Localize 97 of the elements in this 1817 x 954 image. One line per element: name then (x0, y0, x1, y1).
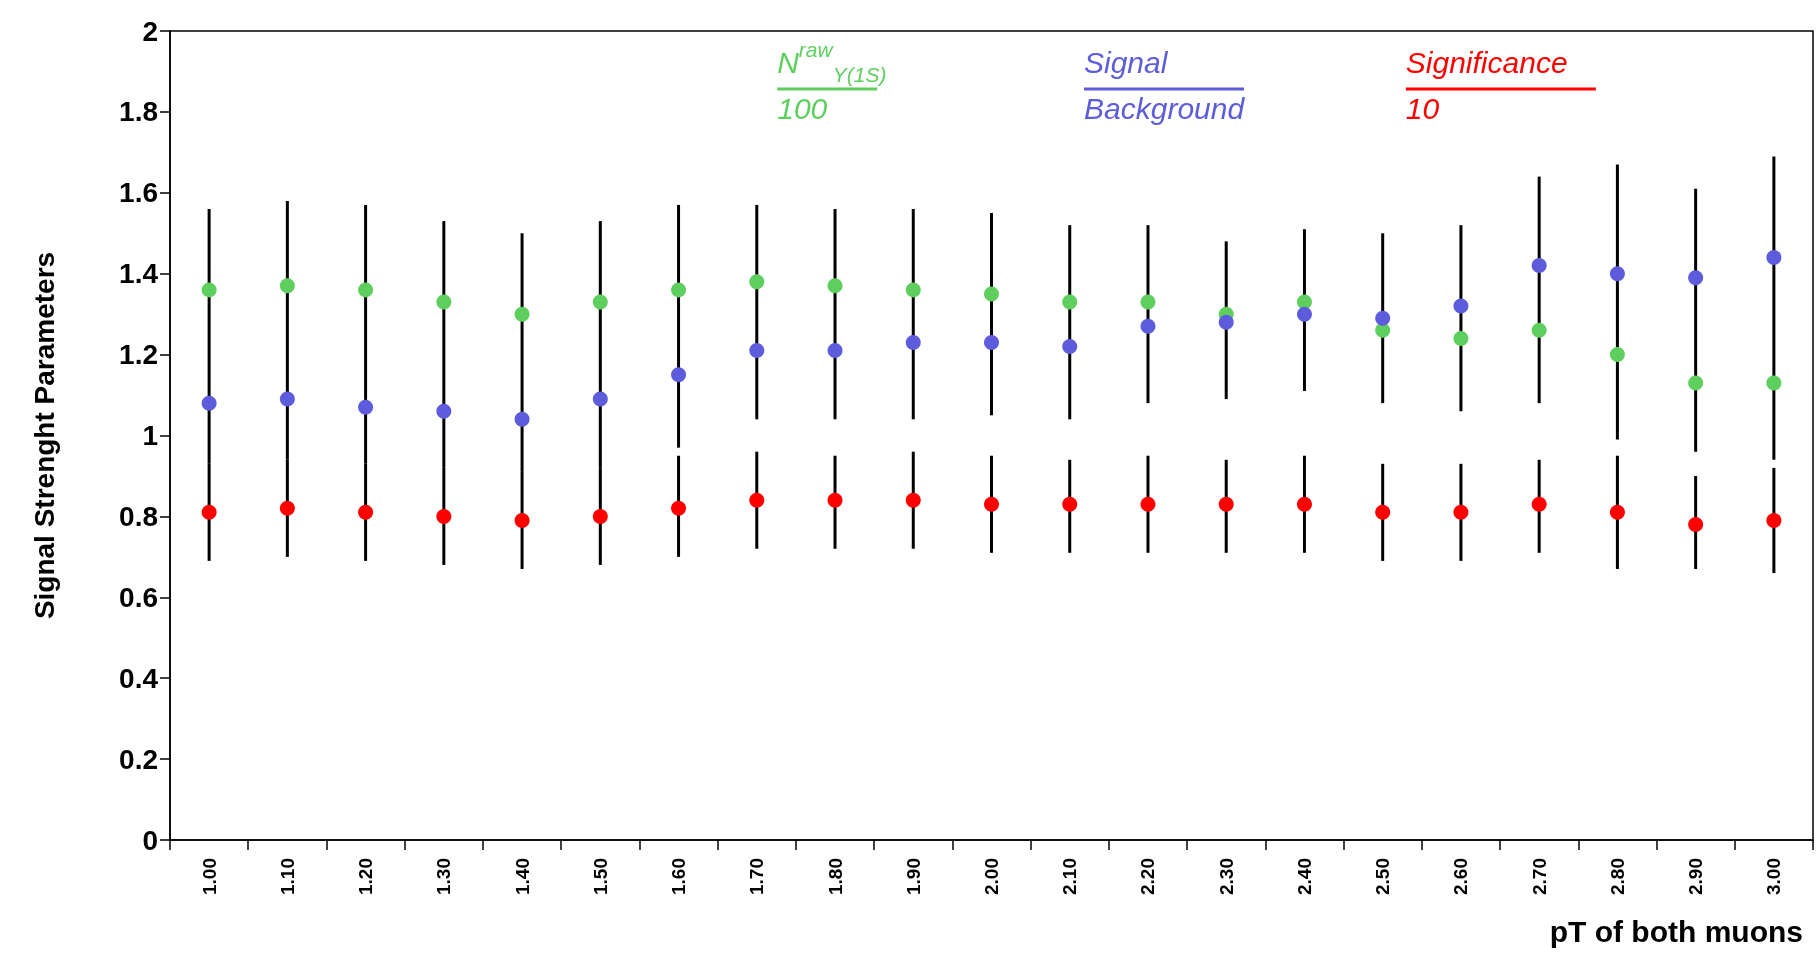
x-tick-label: 2.50 (1372, 858, 1394, 895)
point (279, 391, 295, 407)
point (1062, 496, 1078, 512)
point (984, 286, 999, 302)
x-tick-label: 2.60 (1450, 858, 1472, 895)
x-tick-label: 1.00 (198, 858, 220, 895)
point (1140, 496, 1156, 512)
point (827, 343, 843, 359)
y-tick-label: 2 (142, 15, 158, 47)
y-tick-label: 0.6 (119, 581, 158, 613)
point (1531, 496, 1547, 512)
point (1218, 496, 1234, 512)
point (592, 508, 608, 524)
point (1375, 322, 1391, 338)
x-tick-label: 1.50 (589, 858, 611, 895)
x-tick-label: 1.70 (746, 858, 768, 895)
point (201, 395, 217, 411)
point (1140, 318, 1156, 334)
y-tick-label: 1.4 (119, 258, 159, 290)
y-tick-label: 0 (142, 824, 158, 856)
point (436, 508, 452, 524)
point (1688, 270, 1704, 286)
x-tick-label: 1.20 (355, 858, 377, 895)
point (1062, 339, 1078, 355)
point (1766, 512, 1782, 528)
x-tick-label: 1.80 (824, 858, 846, 895)
point (1609, 347, 1625, 363)
point (358, 399, 374, 415)
y-tick-label: 1 (142, 420, 158, 451)
point (1453, 298, 1469, 314)
text: Signal Background (1084, 45, 1246, 125)
point (1609, 504, 1625, 520)
point (1296, 496, 1312, 512)
point (1766, 375, 1782, 391)
point (671, 500, 687, 516)
point (984, 496, 999, 512)
x-tick-label: 2.40 (1293, 858, 1315, 895)
x-tick-label: 2.00 (981, 858, 1002, 895)
x-tick-label: 1.30 (433, 858, 455, 895)
point (749, 343, 765, 359)
point (436, 403, 452, 419)
point (1688, 375, 1704, 391)
point (358, 282, 374, 298)
point (1218, 314, 1234, 330)
point (827, 278, 843, 294)
x-tick-label: 1.90 (902, 858, 924, 895)
point (749, 274, 765, 290)
point (514, 306, 530, 322)
x-tick-label: 1.10 (276, 858, 298, 895)
point (1062, 294, 1078, 310)
y-axis-title: Signal Strenght Parameters (28, 251, 60, 620)
x-tick-label: 3.00 (1763, 858, 1785, 895)
x-tick-label: 2.70 (1528, 858, 1550, 895)
point (201, 504, 217, 520)
x-axis-title: pT of both muons (1549, 914, 1804, 948)
point (1453, 330, 1469, 346)
y-tick-label: 1.6 (119, 177, 158, 209)
point (1453, 504, 1469, 520)
point (1531, 322, 1547, 338)
y-tick-label: 0.4 (119, 662, 159, 694)
point (514, 411, 530, 427)
point (1140, 294, 1156, 310)
x-tick-label: 1.40 (511, 858, 533, 895)
point (201, 282, 217, 298)
point (279, 500, 295, 516)
point (592, 294, 608, 310)
point (358, 504, 374, 520)
x-tick-label: 1.60 (668, 858, 690, 895)
y-tick-label: 1.8 (119, 96, 158, 128)
y-tick-label: 1.2 (119, 339, 158, 371)
point (1766, 250, 1782, 266)
point (1609, 266, 1625, 282)
point (671, 367, 687, 383)
point (1375, 504, 1391, 520)
point (279, 278, 295, 294)
point (671, 282, 687, 298)
point (514, 512, 530, 528)
x-tick-label: 2.10 (1059, 858, 1081, 895)
x-tick-label: 2.90 (1685, 858, 1707, 895)
x-tick-label: 2.30 (1215, 858, 1237, 895)
x-tick-label: 2.20 (1137, 858, 1159, 895)
point (905, 334, 921, 350)
point (905, 492, 921, 508)
y-tick-label: 0.2 (119, 743, 158, 775)
point (1375, 310, 1391, 326)
y-tick-label: 0.8 (119, 500, 158, 532)
point (592, 391, 608, 407)
point (1531, 258, 1547, 274)
point (749, 492, 765, 508)
point (905, 282, 921, 298)
x-tick-label: 2.80 (1606, 858, 1628, 895)
point (984, 334, 999, 350)
point (1296, 306, 1312, 322)
text: Significance 10 (1405, 45, 1568, 125)
point (1688, 516, 1704, 532)
point (827, 492, 843, 508)
point (436, 294, 452, 310)
